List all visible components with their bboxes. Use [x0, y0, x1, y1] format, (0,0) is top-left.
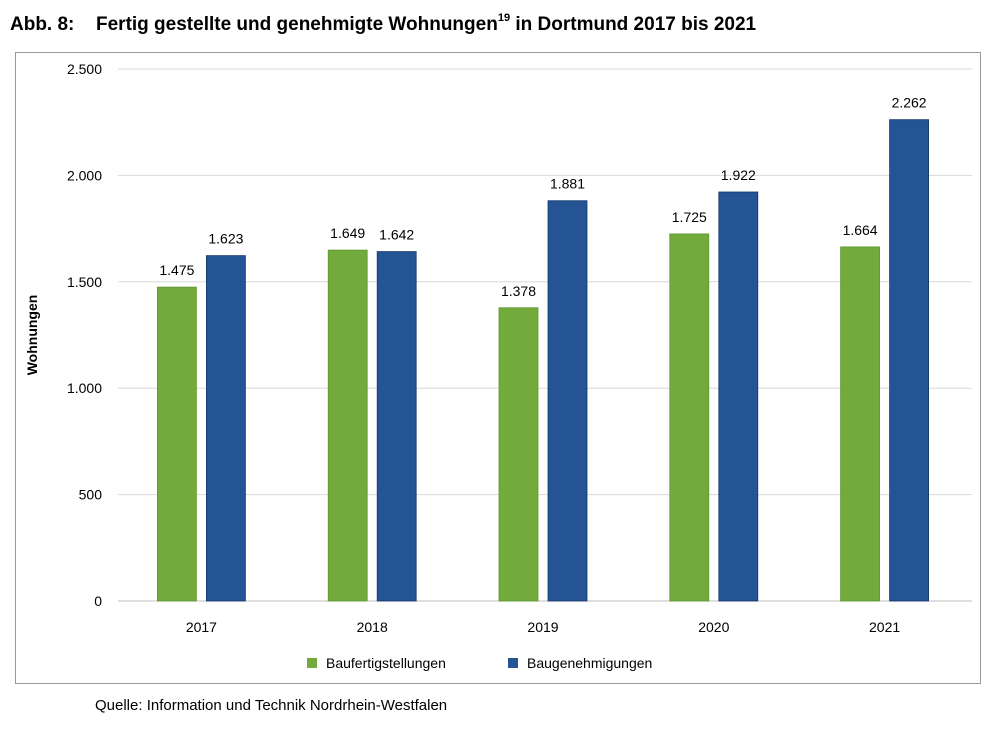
figure-label: Abb. 8: — [10, 14, 75, 35]
data-label: 2.262 — [892, 95, 927, 111]
bar-baugenehmigungen-2017 — [205, 255, 246, 602]
x-tick-label: 2017 — [186, 619, 217, 635]
bar-baugenehmigungen-2021 — [889, 119, 929, 602]
bars: 1.475 1.623 1.649 1.642 1.378 1.881 1.725 1.922… — [156, 95, 929, 602]
x-tick-label: 2021 — [869, 619, 900, 635]
bar-baugenehmigungen-2019 — [547, 200, 588, 602]
x-tick-label: 2019 — [527, 619, 558, 635]
bar-baufertigstellungen-2019 — [498, 307, 539, 602]
bar-baugenehmigungen-2020 — [718, 191, 759, 602]
data-label: 1.378 — [501, 283, 536, 299]
data-label: 1.922 — [721, 167, 756, 183]
data-label: 1.664 — [843, 222, 878, 238]
chart-title-main: Fertig gestellte und genehmigte Wohnunge… — [96, 14, 498, 35]
data-label: 1.642 — [379, 227, 414, 243]
chart-title-suffix: in Dortmund 2017 bis 2021 — [515, 14, 757, 35]
y-tick-label: 500 — [79, 487, 103, 503]
bar-baufertigstellungen-2018 — [327, 249, 368, 602]
y-axis-label: Wohnungen — [24, 295, 40, 376]
legend: Baufertigstellungen Baugenehmigungen — [307, 655, 652, 671]
data-label: 1.725 — [672, 209, 707, 225]
data-label: 1.649 — [330, 225, 365, 241]
data-label: 1.881 — [550, 176, 585, 192]
y-axis-ticks: 0 500 1.000 1.500 2.000 2.500 — [67, 61, 102, 609]
source-note: Quelle: Information und Technik Nordrhei… — [95, 697, 448, 714]
bar-baufertigstellungen-2017 — [156, 286, 197, 602]
legend-swatch-baufertigstellungen — [307, 658, 317, 668]
data-label: 1.475 — [159, 262, 194, 278]
gridlines — [118, 68, 972, 602]
x-axis-ticks: 2017 2018 2019 2020 2021 — [186, 619, 901, 635]
y-tick-label: 2.000 — [67, 167, 102, 183]
bar-baufertigstellungen-2020 — [669, 233, 710, 602]
legend-swatch-baugenehmigungen — [508, 658, 518, 668]
y-tick-label: 0 — [94, 593, 102, 609]
chart-title: Fertig gestellte und genehmigte Wohnunge… — [96, 12, 757, 36]
y-tick-label: 1.500 — [67, 274, 102, 290]
bar-baufertigstellungen-2021 — [840, 246, 880, 602]
bar-baugenehmigungen-2018 — [376, 251, 417, 602]
data-label: 1.623 — [208, 231, 243, 247]
chart-frame — [15, 52, 981, 684]
title-footnote: 19 — [497, 12, 511, 24]
y-tick-label: 1.000 — [67, 380, 102, 396]
x-tick-label: 2018 — [357, 619, 388, 635]
x-tick-label: 2020 — [698, 619, 729, 635]
legend-label: Baufertigstellungen — [326, 655, 446, 671]
legend-label: Baugenehmigungen — [527, 655, 652, 671]
y-tick-label: 2.500 — [67, 61, 102, 77]
